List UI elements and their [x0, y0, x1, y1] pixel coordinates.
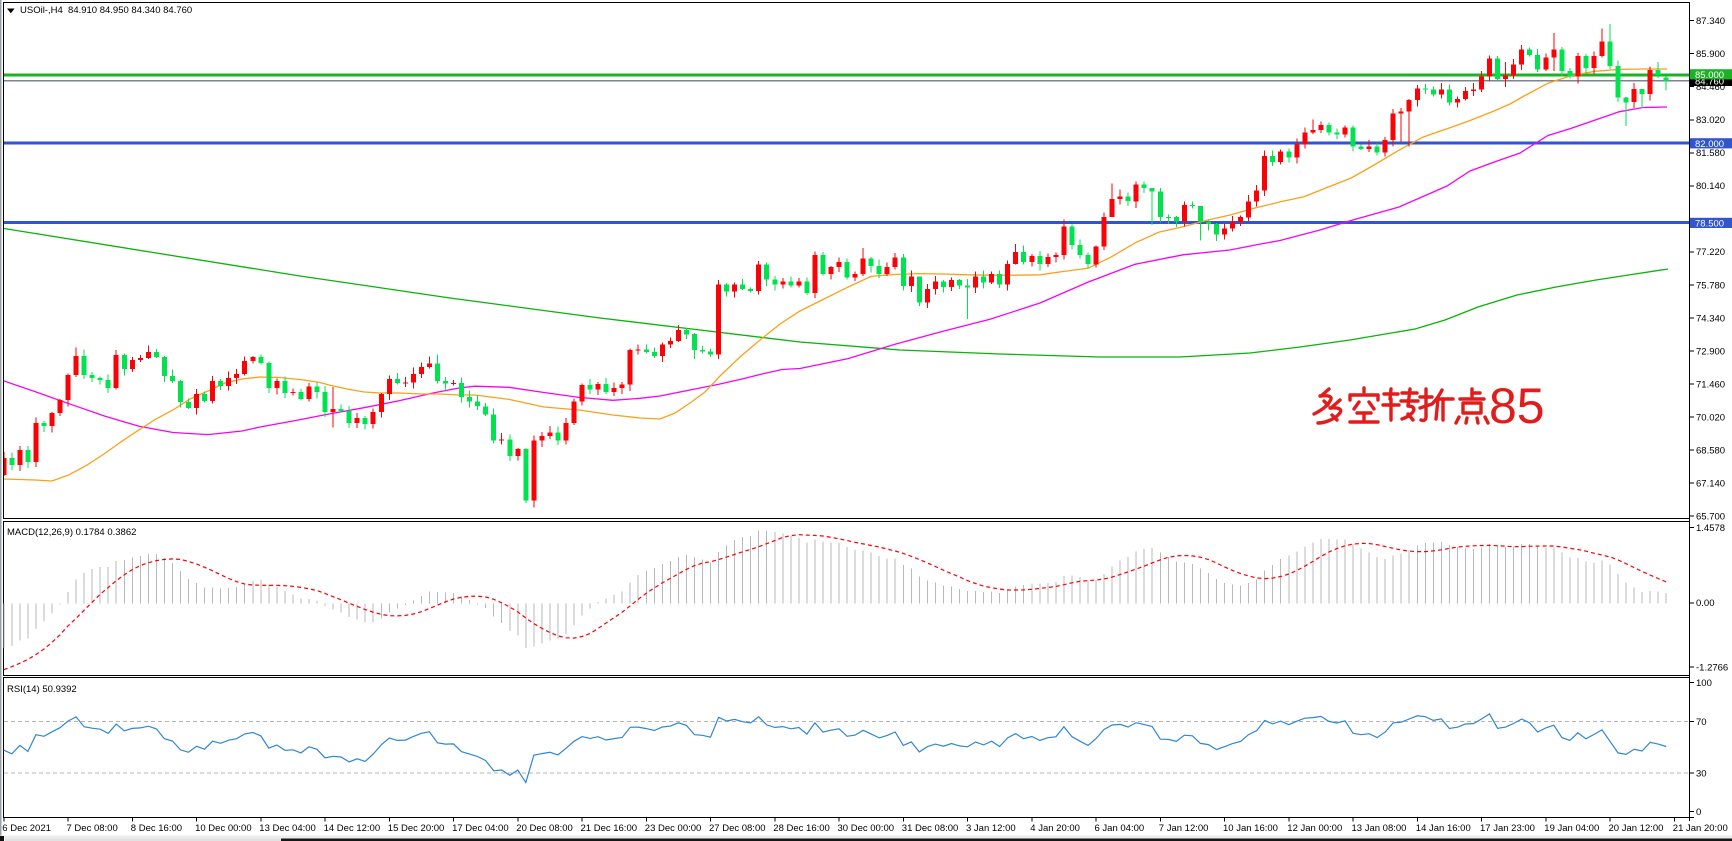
svg-text:1.4578: 1.4578	[1696, 523, 1725, 534]
svg-text:68.580: 68.580	[1696, 445, 1725, 456]
svg-text:14 Dec 12:00: 14 Dec 12:00	[324, 823, 381, 834]
svg-text:21 Dec 16:00: 21 Dec 16:00	[581, 823, 638, 834]
svg-text:82.000: 82.000	[1695, 139, 1724, 150]
svg-text:12 Jan 00:00: 12 Jan 00:00	[1287, 823, 1342, 834]
svg-text:78.500: 78.500	[1695, 218, 1724, 229]
svg-text:0.00: 0.00	[1696, 598, 1715, 609]
svg-text:13 Jan 08:00: 13 Jan 08:00	[1352, 823, 1407, 834]
svg-text:23 Dec 00:00: 23 Dec 00:00	[645, 823, 702, 834]
svg-text:84.760: 84.760	[1695, 77, 1724, 88]
svg-text:31 Dec 08:00: 31 Dec 08:00	[902, 823, 959, 834]
svg-text:20 Jan 12:00: 20 Jan 12:00	[1609, 823, 1664, 834]
svg-text:70.020: 70.020	[1696, 412, 1725, 423]
svg-text:6 Dec 2021: 6 Dec 2021	[2, 823, 51, 834]
svg-text:13 Dec 04:00: 13 Dec 04:00	[259, 823, 316, 834]
svg-text:83.020: 83.020	[1696, 115, 1725, 126]
svg-text:RSI(14) 50.9392: RSI(14) 50.9392	[7, 684, 77, 695]
svg-text:7 Jan 12:00: 7 Jan 12:00	[1159, 823, 1209, 834]
svg-text:7 Dec 08:00: 7 Dec 08:00	[67, 823, 118, 834]
svg-text:72.900: 72.900	[1696, 346, 1725, 357]
svg-text:85: 85	[1489, 378, 1545, 434]
svg-text:100: 100	[1696, 678, 1712, 689]
svg-text:6 Jan 04:00: 6 Jan 04:00	[1095, 823, 1145, 834]
svg-text:3 Jan 12:00: 3 Jan 12:00	[966, 823, 1016, 834]
svg-text:27 Dec 08:00: 27 Dec 08:00	[709, 823, 766, 834]
svg-text:30: 30	[1696, 768, 1707, 779]
svg-text:20 Dec 08:00: 20 Dec 08:00	[516, 823, 573, 834]
svg-text:30 Dec 00:00: 30 Dec 00:00	[838, 823, 895, 834]
svg-text:10 Dec 00:00: 10 Dec 00:00	[195, 823, 252, 834]
svg-text:74.340: 74.340	[1696, 313, 1725, 324]
svg-text:80.140: 80.140	[1696, 181, 1725, 192]
svg-text:85.000: 85.000	[1695, 70, 1724, 81]
svg-text:4 Jan 20:00: 4 Jan 20:00	[1030, 823, 1080, 834]
svg-text:19 Jan 04:00: 19 Jan 04:00	[1544, 823, 1599, 834]
svg-text:67.140: 67.140	[1696, 478, 1725, 489]
svg-text:USOil-,H4 84.910 84.950 84.34: USOil-,H4 84.910 84.950 84.340 84.760	[20, 5, 192, 16]
svg-text:84.460: 84.460	[1696, 82, 1725, 93]
svg-text:-1.2766: -1.2766	[1696, 663, 1728, 674]
svg-text:MACD(12,26,9) 0.1784 0.3862: MACD(12,26,9) 0.1784 0.3862	[7, 527, 136, 538]
svg-text:65.700: 65.700	[1696, 511, 1725, 522]
svg-text:81.580: 81.580	[1696, 148, 1725, 159]
svg-text:17 Jan 23:00: 17 Jan 23:00	[1480, 823, 1535, 834]
svg-text:70: 70	[1696, 717, 1707, 728]
svg-text:77.220: 77.220	[1696, 247, 1725, 258]
svg-text:8 Dec 16:00: 8 Dec 16:00	[131, 823, 182, 834]
svg-text:15 Dec 20:00: 15 Dec 20:00	[388, 823, 445, 834]
svg-text:21 Jan 20:00: 21 Jan 20:00	[1673, 823, 1728, 834]
svg-text:85.900: 85.900	[1696, 49, 1725, 60]
svg-text:87.340: 87.340	[1696, 16, 1725, 27]
svg-text:28 Dec 16:00: 28 Dec 16:00	[773, 823, 830, 834]
svg-text:14 Jan 16:00: 14 Jan 16:00	[1416, 823, 1471, 834]
svg-text:17 Dec 04:00: 17 Dec 04:00	[452, 823, 509, 834]
svg-text:0: 0	[1696, 807, 1701, 818]
svg-text:71.460: 71.460	[1696, 379, 1725, 390]
svg-text:75.780: 75.780	[1696, 280, 1725, 291]
svg-text:10 Jan 16:00: 10 Jan 16:00	[1223, 823, 1278, 834]
